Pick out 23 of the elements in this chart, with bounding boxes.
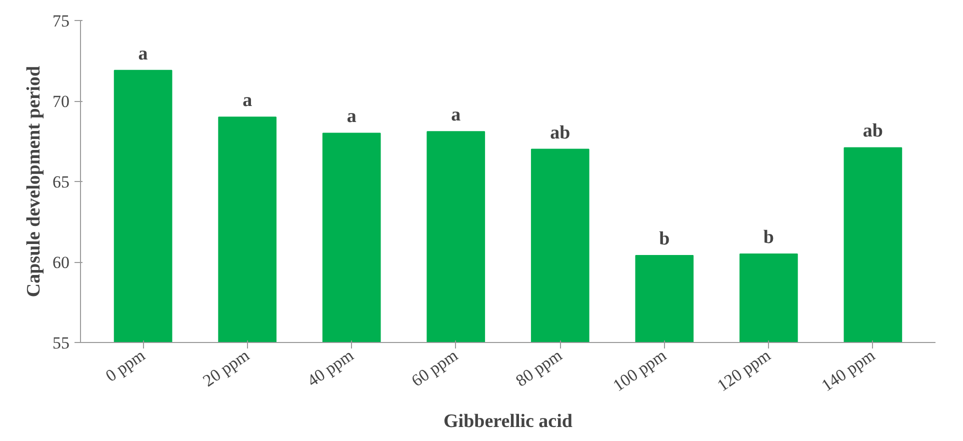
annotation: a: [138, 43, 148, 64]
x-tick-label: 0 ppm: [102, 346, 148, 386]
x-tick-label: 140 ppm: [818, 346, 878, 396]
y-tick-label: 55: [52, 334, 70, 352]
y-axis-title: Capsule development period: [24, 65, 44, 298]
x-tick-label: 100 ppm: [610, 346, 670, 396]
annotation: a: [451, 104, 462, 126]
x-tick-label: 120 ppm: [714, 346, 774, 396]
x-tick-label: 20 ppm: [199, 346, 253, 390]
y-tick-label: 70: [52, 92, 70, 111]
annotation: ab: [550, 122, 570, 144]
annotation: a: [242, 90, 253, 112]
x-tick-label: 80 ppm: [512, 346, 566, 390]
y-tick-label: 60: [52, 253, 70, 272]
annotation: ab: [862, 120, 883, 142]
annotation: b: [763, 226, 774, 248]
annotation: a: [346, 106, 357, 128]
y-tick-label: 65: [52, 172, 70, 192]
x-axis-title: Gibberellic acid: [444, 411, 573, 432]
x-tick-label: 40 ppm: [304, 346, 357, 390]
y-tick-label: 75: [52, 12, 70, 30]
x-tick-label: 60 ppm: [408, 346, 462, 390]
annotation: b: [659, 228, 670, 250]
